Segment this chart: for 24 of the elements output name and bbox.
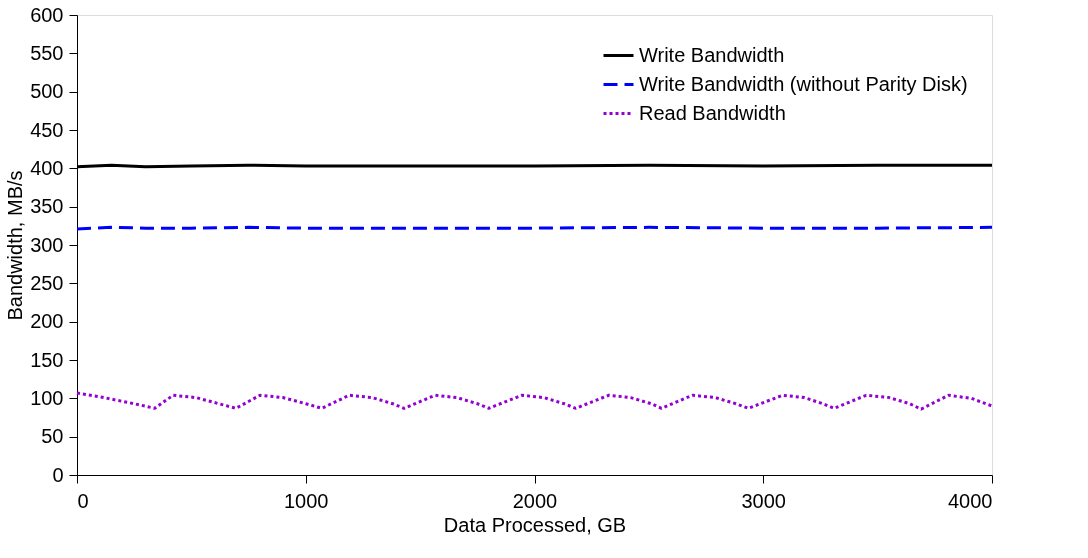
y-tick-label: 500 (30, 80, 64, 103)
y-tick-label: 400 (30, 156, 64, 179)
x-tick-label: 3000 (741, 489, 786, 512)
y-tick-label: 0 (52, 463, 64, 486)
x-tick-label: 2000 (512, 489, 558, 512)
x-tick-label: 0 (77, 489, 89, 512)
y-tick-label: 50 (41, 425, 64, 448)
legend-label: Write Bandwidth (without Parity Disk) (639, 72, 968, 95)
x-tick-label: 1000 (284, 489, 329, 512)
legend-label: Read Bandwidth (639, 101, 786, 124)
y-tick-label: 200 (30, 310, 64, 333)
line-series (75, 391, 994, 411)
y-tick-label: 250 (30, 271, 64, 294)
y-axis-title: Bandwidth, MB/s (4, 170, 27, 321)
y-tick-label: 150 (30, 348, 64, 371)
y-tick-label: 300 (30, 233, 64, 256)
y-tick-label: 550 (30, 41, 64, 64)
y-tick-label: 350 (30, 195, 64, 218)
y-tick-label: 100 (30, 386, 64, 409)
x-tick-label: 4000 (948, 489, 993, 512)
y-tick-label: 450 (30, 118, 64, 141)
x-axis-title: Data Processed, GB (443, 513, 627, 536)
y-tick-label: 600 (30, 3, 64, 26)
legend-label: Write Bandwidth (639, 43, 785, 66)
